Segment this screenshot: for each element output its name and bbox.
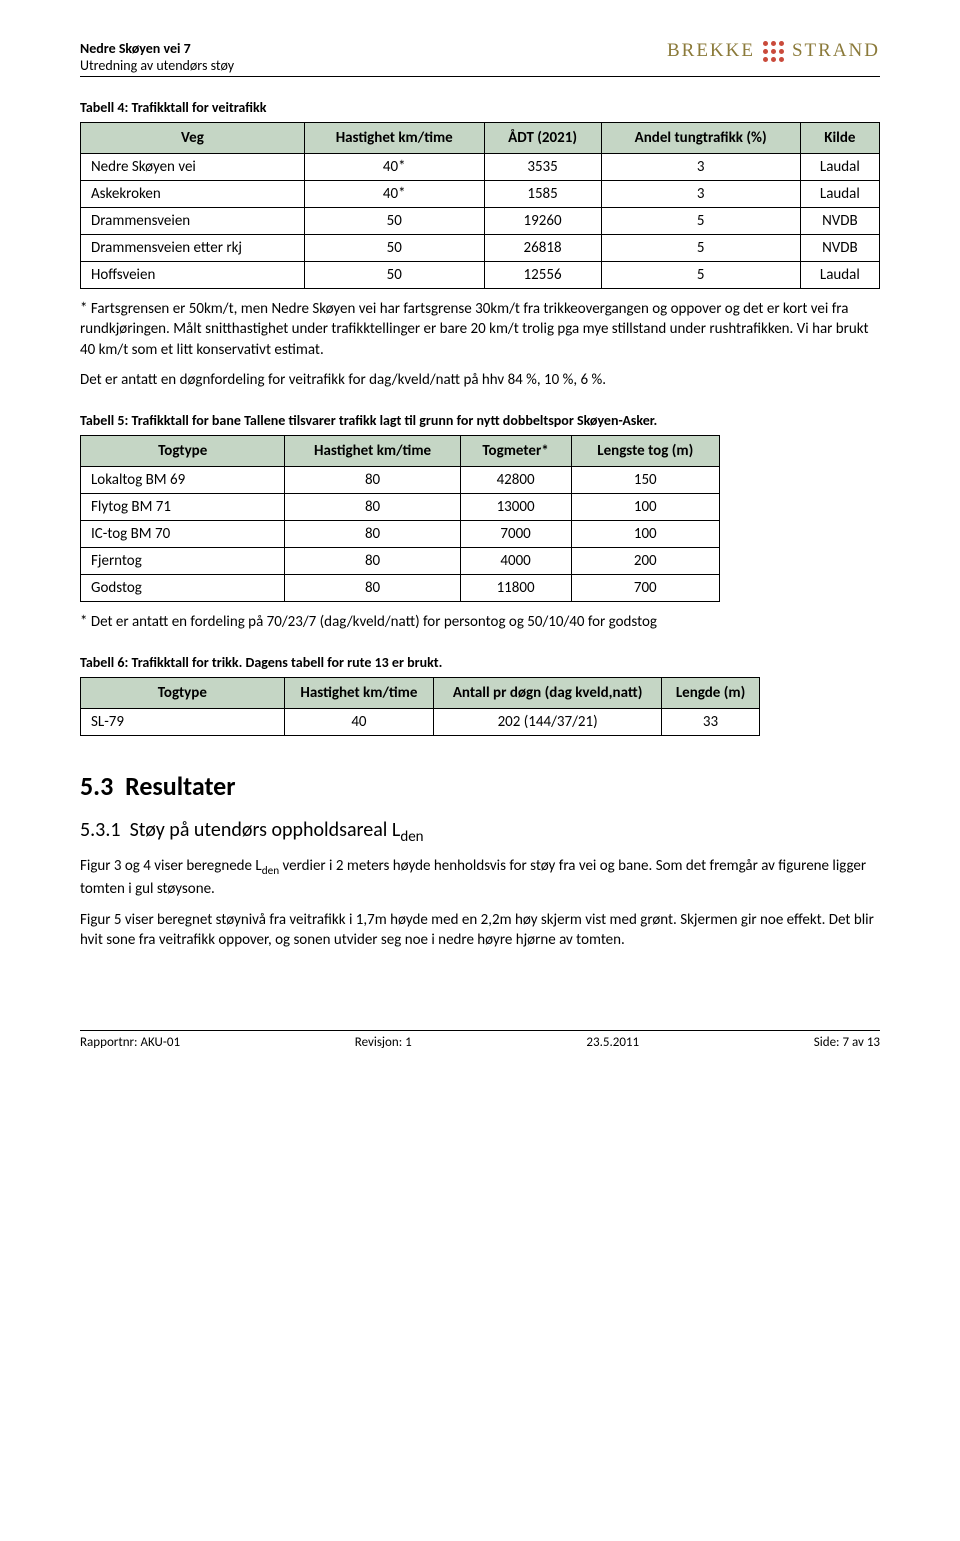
t4-col-3: Andel tungtrafikk (%) — [601, 123, 800, 154]
table4-note2: Det er antatt en døgnfordeling for veitr… — [80, 370, 880, 390]
logo-text-2: STRAND — [792, 40, 880, 62]
table-row: Flytog BM 718013000100 — [81, 494, 720, 521]
table-row: IC-tog BM 70807000100 — [81, 521, 720, 548]
t5-col-1: Hastighet km/time — [285, 436, 460, 467]
table5-caption: Tabell 5: Trafikktall for bane Tallene t… — [80, 412, 880, 429]
t5-col-3: Lengste tog (m) — [571, 436, 720, 467]
subsection-num: 5.3.1 — [80, 818, 121, 842]
footer-reportnr: Rapportnr: AKU-01 — [80, 1035, 180, 1050]
section-p1: Figur 3 og 4 viser beregnede Lden verdie… — [80, 856, 880, 899]
brand-logo: BREKKE STRAND — [667, 40, 880, 62]
section-p2: Figur 5 viser beregnet støynivå fra veit… — [80, 910, 880, 951]
footer-page: Side: 7 av 13 — [814, 1035, 880, 1050]
t6-col-1: Hastighet km/time — [284, 678, 433, 709]
doc-title: Nedre Skøyen vei 7 — [80, 40, 234, 57]
table6-caption: Tabell 6: Trafikktall for trikk. Dagens … — [80, 654, 880, 671]
table6: Togtype Hastighet km/time Antall pr døgn… — [80, 677, 760, 736]
section-title: Resultater — [125, 770, 235, 802]
table-row: Lokaltog BM 698042800150 — [81, 467, 720, 494]
header-rule — [80, 76, 880, 77]
logo-dots-icon — [763, 41, 784, 62]
t4-col-0: Veg — [81, 123, 305, 154]
footer-revision: Revisjon: 1 — [355, 1035, 412, 1050]
t4-col-2: ÅDT (2021) — [484, 123, 601, 154]
t6-col-2: Antall pr døgn (dag kveld,natt) — [434, 678, 662, 709]
table4-caption: Tabell 4: Trafikktall for veitrafikk — [80, 99, 880, 116]
table-row: Fjerntog804000200 — [81, 548, 720, 575]
t5-col-2: Togmeter* — [460, 436, 571, 467]
doc-subtitle: Utredning av utendørs støy — [80, 57, 234, 74]
table-row: Nedre Skøyen vei40*35353Laudal — [81, 154, 880, 181]
section-num: 5.3 — [80, 770, 113, 802]
page-header: Nedre Skøyen vei 7 Utredning av utendørs… — [80, 40, 880, 74]
table-row: SL-7940202 (144/37/21)33 — [81, 709, 760, 736]
t5-col-0: Togtype — [81, 436, 285, 467]
table5-note: * Det er antatt en fordeling på 70/23/7 … — [80, 612, 880, 632]
t6-col-0: Togtype — [81, 678, 285, 709]
t6-col-3: Lengde (m) — [662, 678, 760, 709]
table-row: Drammensveien50192605NVDB — [81, 208, 880, 235]
table4-note: * Fartsgrensen er 50km/t, men Nedre Skøy… — [80, 299, 880, 360]
page-footer: Rapportnr: AKU-01 Revisjon: 1 23.5.2011 … — [80, 1035, 880, 1050]
footer-rule — [80, 1030, 880, 1031]
header-left: Nedre Skøyen vei 7 Utredning av utendørs… — [80, 40, 234, 74]
table5: Togtype Hastighet km/time Togmeter* Leng… — [80, 435, 720, 602]
section-heading: 5.3 Resultater — [80, 770, 880, 802]
table-row: Hoffsveien50125565Laudal — [81, 262, 880, 289]
subsection-title: Støy på utendørs oppholdsareal L — [130, 818, 401, 842]
table-row: Askekroken40*15853Laudal — [81, 181, 880, 208]
subsection-heading: 5.3.1 Støy på utendørs oppholdsareal Lde… — [80, 818, 880, 846]
footer-date: 23.5.2011 — [586, 1035, 639, 1050]
subsection-sub: den — [400, 828, 423, 846]
t4-col-4: Kilde — [800, 123, 879, 154]
table-row: Drammensveien etter rkj50268185NVDB — [81, 235, 880, 262]
table4: Veg Hastighet km/time ÅDT (2021) Andel t… — [80, 122, 880, 289]
table-row: Godstog8011800700 — [81, 575, 720, 602]
t4-col-1: Hastighet km/time — [304, 123, 484, 154]
logo-text-1: BREKKE — [667, 40, 755, 62]
